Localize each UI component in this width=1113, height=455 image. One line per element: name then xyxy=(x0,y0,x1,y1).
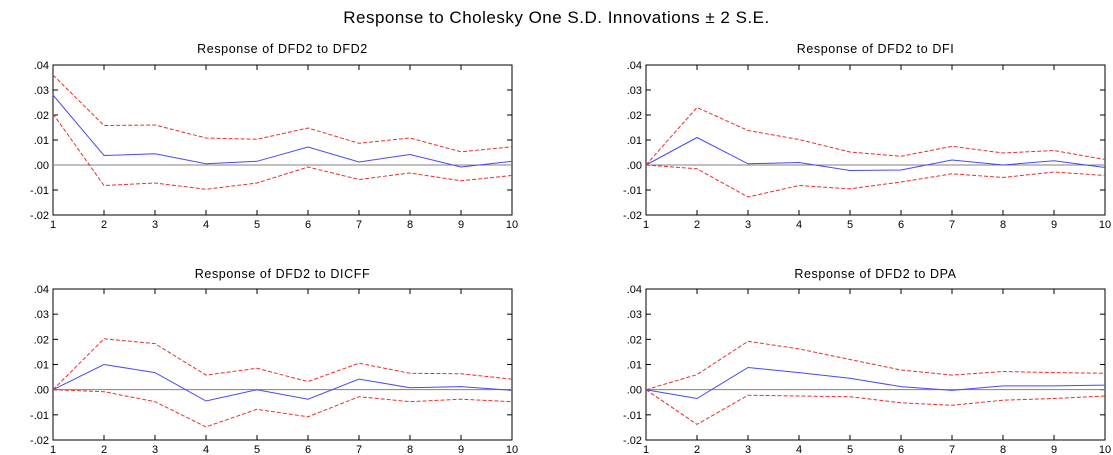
y-tick-label: .01 xyxy=(627,360,642,372)
panel-title: Response of DFD2 to DFD2 xyxy=(197,42,368,56)
y-tick-label: .03 xyxy=(34,85,49,97)
x-tick-label: 9 xyxy=(458,219,464,231)
lower-band-line xyxy=(645,389,1106,425)
x-tick-label: 8 xyxy=(407,444,413,455)
x-tick-label: 2 xyxy=(101,219,107,231)
x-tick-label: 10 xyxy=(506,219,518,231)
y-tick-label: -.01 xyxy=(623,185,642,197)
x-tick-label: 1 xyxy=(643,219,649,231)
chart-main-title: Response to Cholesky One S.D. Innovation… xyxy=(343,8,770,27)
y-tick-label: .02 xyxy=(627,110,642,122)
plot-frame xyxy=(645,64,1106,216)
x-tick-label: 2 xyxy=(694,219,700,231)
y-tick-label: -.01 xyxy=(30,185,49,197)
x-tick-label: 7 xyxy=(949,444,955,455)
x-tick-label: 9 xyxy=(458,444,464,455)
y-tick-label: .01 xyxy=(627,135,642,147)
y-tick-label: -.02 xyxy=(30,435,49,447)
x-tick-label: 4 xyxy=(796,444,802,455)
x-tick-label: 10 xyxy=(1099,444,1111,455)
x-tick-label: 5 xyxy=(254,219,260,231)
y-tick-label: .00 xyxy=(627,160,642,172)
upper-band-line xyxy=(52,74,513,153)
panel-title: Response of DFD2 to DPA xyxy=(794,267,956,281)
x-tick-label: 4 xyxy=(796,219,802,231)
x-tick-label: 6 xyxy=(305,444,311,455)
response-line xyxy=(645,366,1106,400)
y-tick-label: -.01 xyxy=(30,410,49,422)
x-tick-label: 2 xyxy=(101,444,107,455)
y-tick-label: .02 xyxy=(627,334,642,346)
x-tick-label: 7 xyxy=(356,444,362,455)
x-tick-label: 5 xyxy=(847,444,853,455)
y-tick-label: .00 xyxy=(34,385,49,397)
y-tick-label: -.01 xyxy=(623,410,642,422)
lower-band-line xyxy=(52,389,513,428)
upper-band-line xyxy=(645,106,1106,166)
x-tick-label: 7 xyxy=(949,219,955,231)
x-tick-label: 8 xyxy=(1000,444,1006,455)
panel-title: Response of DFD2 to DICFF xyxy=(195,267,370,281)
y-tick-label: .01 xyxy=(34,360,49,372)
plot-frame xyxy=(52,288,513,441)
plot-frame xyxy=(52,64,513,216)
x-tick-label: 2 xyxy=(694,444,700,455)
x-tick-label: 3 xyxy=(745,219,751,231)
x-tick-label: 3 xyxy=(152,444,158,455)
x-tick-label: 9 xyxy=(1051,219,1057,231)
y-tick-label: -.02 xyxy=(30,210,49,222)
y-tick-label: .04 xyxy=(627,284,642,296)
panel-4: Response of DFD2 to DPA .04 .03 .02 .01 .00 -.… xyxy=(623,267,1111,455)
x-tick-label: 7 xyxy=(356,219,362,231)
upper-band-line xyxy=(52,338,513,391)
response-line xyxy=(645,136,1106,172)
panel-3: Response of DFD2 to DICFF .04 .03 .02 .01 .00… xyxy=(30,267,518,455)
x-tick-label: 6 xyxy=(898,219,904,231)
x-tick-label: 4 xyxy=(203,444,209,455)
y-tick-label: .03 xyxy=(627,85,642,97)
y-tick-label: .04 xyxy=(34,60,49,72)
x-tick-label: 5 xyxy=(254,444,260,455)
x-tick-label: 1 xyxy=(50,219,56,231)
x-tick-label: 1 xyxy=(50,444,56,455)
response-line xyxy=(52,94,513,168)
response-line xyxy=(52,363,513,402)
x-tick-label: 8 xyxy=(1000,219,1006,231)
x-tick-label: 1 xyxy=(643,444,649,455)
panel-2: Response of DFD2 to DFI .04 .03 .02 .01 .00 -.… xyxy=(623,42,1111,231)
y-tick-label: .03 xyxy=(34,309,49,321)
y-tick-label: .04 xyxy=(34,284,49,296)
x-tick-label: 5 xyxy=(847,219,853,231)
panel-1: Response of DFD2 to DFD2 .04 .03 .02 .01 .00 -… xyxy=(30,42,518,231)
y-tick-label: .04 xyxy=(627,60,642,72)
x-tick-label: 3 xyxy=(745,444,751,455)
y-tick-label: .02 xyxy=(34,110,49,122)
y-tick-label: .02 xyxy=(34,334,49,346)
x-tick-label: 4 xyxy=(203,219,209,231)
x-tick-label: 6 xyxy=(305,219,311,231)
upper-band-line xyxy=(645,340,1106,391)
panel-title: Response of DFD2 to DFI xyxy=(797,42,955,56)
x-tick-label: 9 xyxy=(1051,444,1057,455)
x-tick-label: 10 xyxy=(506,444,518,455)
lower-band-line xyxy=(52,113,513,190)
y-tick-label: -.02 xyxy=(623,210,642,222)
lower-band-line xyxy=(645,164,1106,198)
y-tick-label: -.02 xyxy=(623,435,642,447)
x-tick-label: 3 xyxy=(152,219,158,231)
x-tick-label: 8 xyxy=(407,219,413,231)
x-tick-label: 6 xyxy=(898,444,904,455)
y-tick-label: .01 xyxy=(34,135,49,147)
y-tick-label: .00 xyxy=(627,385,642,397)
y-tick-label: .00 xyxy=(34,160,49,172)
x-tick-label: 10 xyxy=(1099,219,1111,231)
y-tick-label: .03 xyxy=(627,309,642,321)
